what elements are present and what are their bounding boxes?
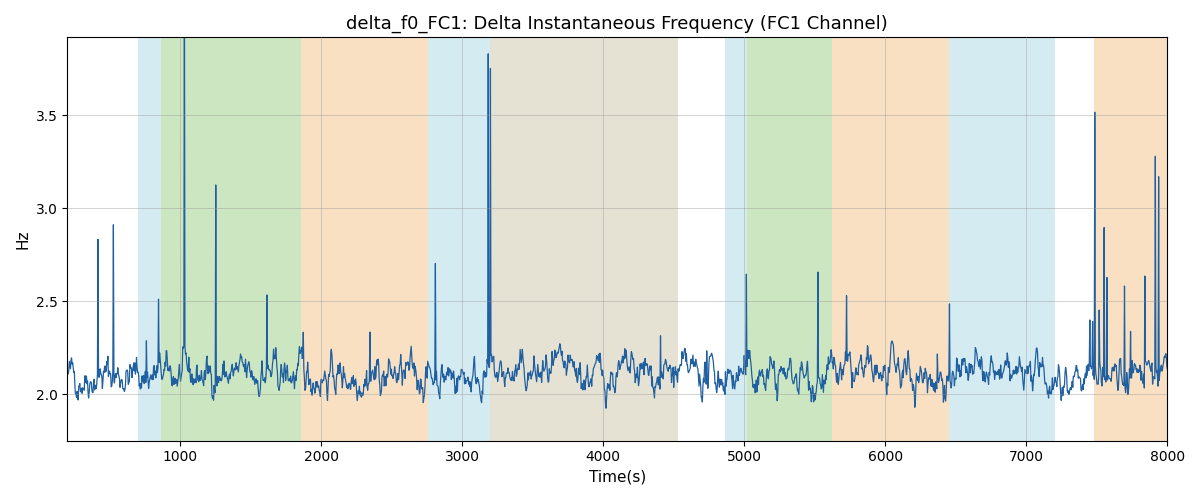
Bar (138, 38, 161, 440)
X-axis label: Time(s): Time(s) (589, 470, 646, 485)
Bar (725, 38, 748, 440)
Y-axis label: Hz: Hz (16, 230, 30, 249)
Bar (1094, 38, 1182, 440)
Bar (949, 38, 1055, 440)
Title: delta_f0_FC1: Delta Instantaneous Frequency (FC1 Channel): delta_f0_FC1: Delta Instantaneous Freque… (347, 15, 888, 34)
Bar (301, 38, 428, 440)
Bar (748, 38, 832, 440)
Bar (428, 38, 491, 440)
Bar (832, 38, 949, 440)
Bar (161, 38, 301, 440)
Bar (491, 38, 678, 440)
Bar (491, 38, 678, 440)
